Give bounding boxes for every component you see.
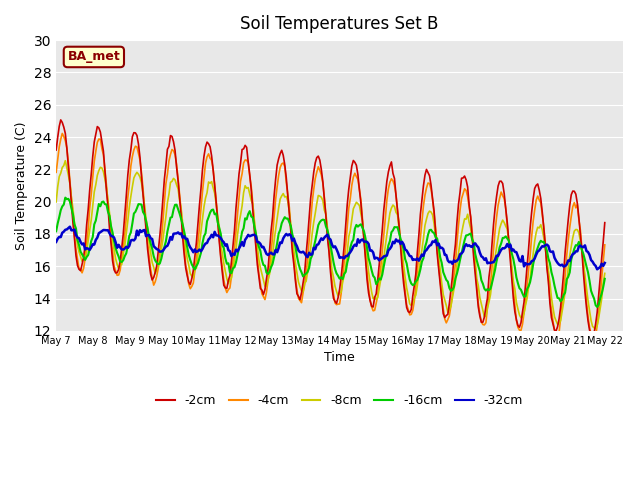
Text: BA_met: BA_met	[67, 50, 120, 63]
X-axis label: Time: Time	[324, 351, 355, 364]
Title: Soil Temperatures Set B: Soil Temperatures Set B	[241, 15, 439, 33]
Y-axis label: Soil Temperature (C): Soil Temperature (C)	[15, 121, 28, 250]
Legend: -2cm, -4cm, -8cm, -16cm, -32cm: -2cm, -4cm, -8cm, -16cm, -32cm	[151, 389, 528, 412]
